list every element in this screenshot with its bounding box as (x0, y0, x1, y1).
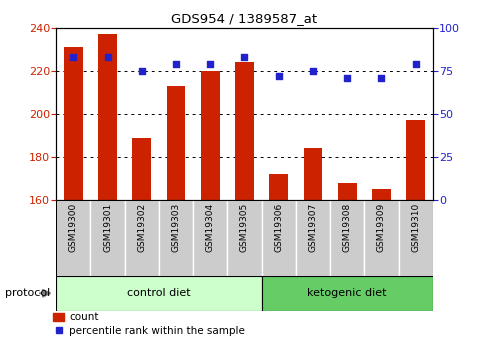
Bar (261, 200, 295, 276)
Bar (406, 120, 424, 200)
Bar (303, 148, 322, 200)
Bar (329, 200, 364, 276)
Bar (64, 47, 82, 200)
Bar (159, 200, 193, 276)
Point (206, 61, 214, 67)
Text: protocol: protocol (5, 288, 50, 298)
Point (172, 61, 180, 67)
Text: GSM19308: GSM19308 (342, 203, 351, 253)
Text: GSM19305: GSM19305 (240, 203, 248, 253)
Text: control diet: control diet (127, 288, 190, 298)
Bar (227, 200, 261, 276)
Bar (269, 174, 287, 200)
Point (240, 54, 248, 60)
Bar (124, 200, 159, 276)
Bar (90, 200, 124, 276)
Point (343, 75, 350, 80)
Point (103, 54, 111, 60)
Bar (166, 86, 185, 200)
Bar (132, 138, 151, 200)
Text: GSM19301: GSM19301 (103, 203, 112, 253)
Bar (235, 62, 253, 200)
Legend: count, percentile rank within the sample: count, percentile rank within the sample (49, 308, 248, 340)
Bar (98, 34, 117, 200)
Point (138, 68, 145, 73)
Text: GSM19300: GSM19300 (69, 203, 78, 253)
Point (69, 54, 77, 60)
Point (274, 73, 282, 79)
Point (411, 61, 419, 67)
Bar (193, 200, 227, 276)
Bar (398, 200, 432, 276)
Text: GSM19303: GSM19303 (171, 203, 180, 253)
Text: GSM19304: GSM19304 (205, 203, 214, 252)
Bar (337, 183, 356, 200)
Text: GSM19302: GSM19302 (137, 203, 146, 252)
Text: GSM19307: GSM19307 (308, 203, 317, 253)
Bar (364, 200, 398, 276)
Title: GDS954 / 1389587_at: GDS954 / 1389587_at (171, 12, 317, 25)
Bar (56, 276, 261, 310)
Bar (371, 189, 390, 200)
Bar (261, 276, 432, 310)
Point (308, 68, 316, 73)
Bar (201, 71, 219, 200)
Text: GSM19306: GSM19306 (274, 203, 283, 253)
Bar (56, 200, 90, 276)
Bar (295, 200, 329, 276)
Text: GSM19310: GSM19310 (410, 203, 419, 253)
Text: ketogenic diet: ketogenic diet (307, 288, 386, 298)
Text: GSM19309: GSM19309 (376, 203, 385, 253)
Point (377, 75, 385, 80)
